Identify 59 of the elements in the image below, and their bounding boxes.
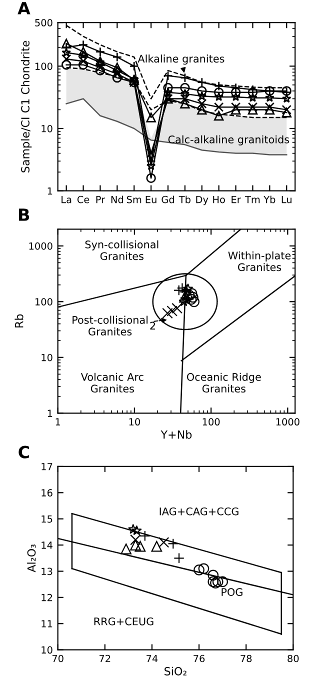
y-tick-label: 100 [36, 298, 52, 306]
y-tick-label: 14 [42, 542, 52, 549]
y-tick-label: 13 [42, 568, 52, 576]
y-tick-label: 1000 [29, 242, 52, 250]
annotation: Post-collisional Granites [72, 316, 148, 336]
annotation: Volcanic Arc Granites [80, 372, 144, 393]
x-tick-label: La [62, 196, 72, 204]
y-axis-title: Al₂O₃ [27, 544, 36, 572]
x-tick-label: Ce [77, 196, 90, 204]
y-tick-label: 12 [42, 594, 52, 602]
annotation: RRG+CEUG [94, 617, 154, 626]
y-tick-label: 1 [48, 410, 52, 417]
y-tick-label: 10 [42, 646, 52, 654]
x-tick-label: 1 [56, 418, 60, 426]
x-tick-label: Gd [162, 196, 174, 204]
x-axis-title: Y+Nb [160, 430, 192, 439]
y-tick-label: 16 [42, 489, 52, 497]
x-tick-label: 1000 [276, 418, 300, 426]
annotation: 2 [150, 322, 156, 330]
x-tick-label: Pr [96, 196, 106, 204]
chart-title: A [18, 2, 30, 14]
y-axis-title: Sample/CI C1 Chondrite [20, 40, 32, 172]
x-tick-label: 80 [288, 654, 299, 662]
annotation: Within-plate Granites [228, 251, 291, 272]
x-tick-label: Tm [245, 196, 260, 204]
chart-title: C [18, 446, 30, 458]
x-axis-title: SiO₂ [164, 666, 186, 676]
x-tick-label: Eu [146, 196, 156, 204]
y-tick-label: 10 [42, 354, 52, 362]
annotation: Oceanic Ridge Granites [187, 372, 261, 393]
x-tick-label: 100 [202, 418, 220, 426]
annotation: Alkaline granites [138, 54, 224, 65]
annotation: IAG+CAG+CCG [160, 507, 238, 516]
x-tick-label: Ho [213, 196, 225, 204]
x-tick-label: Dy [196, 196, 208, 206]
x-tick-label: Tb [178, 196, 190, 204]
y-tick-label: 17 [42, 463, 52, 470]
x-tick-label: 72 [100, 654, 110, 662]
annotation: Calc-alkaline granitoids [168, 135, 290, 146]
annotation: Syn-collisional Granites [85, 240, 158, 260]
x-tick-label: Yb [264, 196, 276, 204]
annotation: POG [222, 588, 242, 596]
x-tick-label: Lu [282, 196, 292, 204]
x-tick-label: 74 [146, 654, 158, 662]
x-tick-label: 78 [240, 654, 252, 662]
y-tick-label: 100 [36, 62, 52, 70]
y-tick-label: 15 [42, 515, 52, 523]
x-tick-label: Er [232, 196, 241, 204]
x-tick-label: 10 [129, 418, 140, 426]
y-tick-label: 500 [35, 19, 52, 26]
chart-title: B [19, 208, 30, 221]
y-axis-title: Rb [14, 314, 24, 328]
x-tick-label: Sm [126, 196, 142, 204]
y-tick-label: 11 [42, 620, 52, 628]
y-tick-label: 10 [42, 124, 52, 132]
x-tick-label: 70 [52, 654, 64, 662]
x-tick-label: 76 [194, 654, 205, 662]
y-tick-label: 1 [48, 187, 52, 195]
x-tick-label: Nd [111, 196, 123, 204]
